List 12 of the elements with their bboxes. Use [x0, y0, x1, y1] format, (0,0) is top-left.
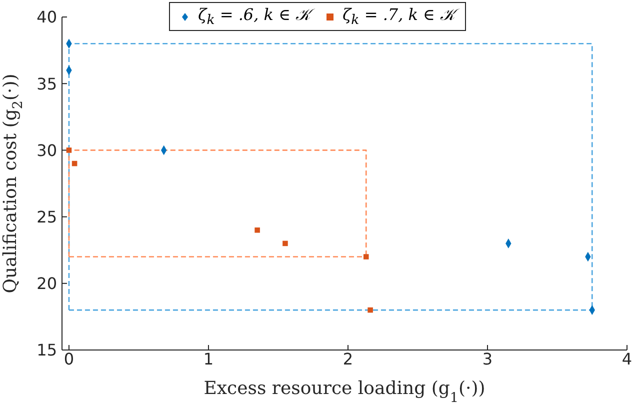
x-tick-label: 0 — [64, 349, 74, 368]
y-tick-label: 20 — [36, 274, 57, 294]
y-tick-label: 25 — [36, 207, 57, 226]
x-tick-label: 2 — [342, 349, 354, 368]
x-tick-label: 4 — [622, 349, 632, 368]
x-axis-title: Excess resource loading (g$_{1}$(·)) — [204, 378, 486, 406]
y-tick-label: 40 — [36, 8, 57, 27]
y-tick-label: 15 — [36, 340, 57, 360]
x-tick-label: 1 — [203, 349, 214, 368]
y-tick-label: 35 — [36, 74, 57, 94]
y-tick-label: 30 — [36, 140, 57, 160]
x-tick-label: 3 — [482, 349, 493, 368]
